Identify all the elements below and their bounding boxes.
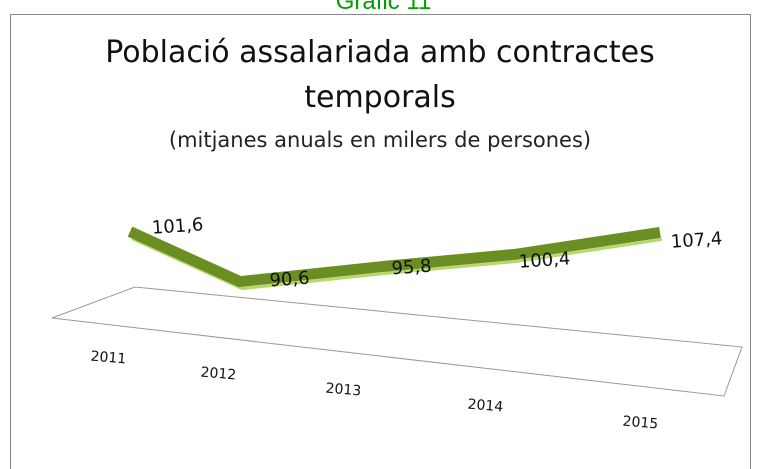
- x-tick-label: 2011: [90, 348, 127, 367]
- floor: [51, 286, 743, 397]
- chart-subtitle: (mitjanes anuals en milers de persones): [168, 128, 592, 152]
- data-label: 107,4: [670, 228, 723, 253]
- chart-title: Població assalariada amb contractes temp…: [105, 35, 655, 115]
- x-tick-label: 2015: [622, 413, 659, 432]
- x-tick-label: 2012: [200, 364, 237, 383]
- chart-frame: [10, 14, 751, 469]
- data-label: 101,6: [151, 214, 204, 239]
- data-label: 95,8: [391, 256, 432, 280]
- data-label: 100,4: [518, 248, 571, 273]
- data-label: 90,6: [269, 268, 310, 292]
- ribbon-edge: [131, 237, 663, 291]
- x-tick-label: 2014: [467, 396, 504, 415]
- line: [127, 226, 661, 288]
- figure-label: Gràfic 11: [335, 0, 432, 15]
- x-tick-label: 2013: [325, 380, 362, 399]
